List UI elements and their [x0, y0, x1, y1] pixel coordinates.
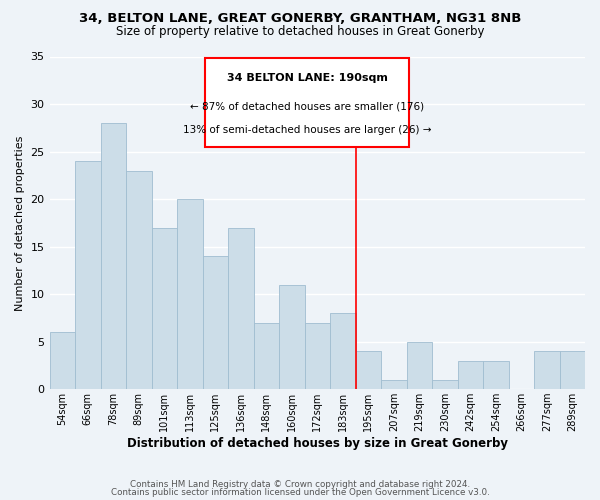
Bar: [279, 284, 305, 389]
Text: 34, BELTON LANE, GREAT GONERBY, GRANTHAM, NG31 8NB: 34, BELTON LANE, GREAT GONERBY, GRANTHAM…: [79, 12, 521, 26]
Bar: [101, 123, 126, 389]
Bar: [560, 351, 585, 389]
Bar: [75, 161, 101, 389]
Bar: [228, 228, 254, 389]
Text: 13% of semi-detached houses are larger (26) →: 13% of semi-detached houses are larger (…: [183, 125, 431, 135]
Bar: [381, 380, 407, 389]
Text: Size of property relative to detached houses in Great Gonerby: Size of property relative to detached ho…: [116, 25, 484, 38]
Text: Contains HM Land Registry data © Crown copyright and database right 2024.: Contains HM Land Registry data © Crown c…: [130, 480, 470, 489]
Bar: [483, 360, 509, 389]
Text: ← 87% of detached houses are smaller (176): ← 87% of detached houses are smaller (17…: [190, 101, 424, 111]
Y-axis label: Number of detached properties: Number of detached properties: [15, 135, 25, 310]
Bar: [50, 332, 75, 389]
Bar: [458, 360, 483, 389]
Bar: [305, 322, 330, 389]
FancyBboxPatch shape: [205, 58, 409, 147]
Bar: [407, 342, 432, 389]
Text: Contains public sector information licensed under the Open Government Licence v3: Contains public sector information licen…: [110, 488, 490, 497]
Bar: [432, 380, 458, 389]
Bar: [203, 256, 228, 389]
Bar: [126, 170, 152, 389]
Bar: [356, 351, 381, 389]
Bar: [177, 199, 203, 389]
Bar: [534, 351, 560, 389]
Text: 34 BELTON LANE: 190sqm: 34 BELTON LANE: 190sqm: [227, 72, 388, 83]
Bar: [330, 313, 356, 389]
Bar: [152, 228, 177, 389]
Bar: [254, 322, 279, 389]
X-axis label: Distribution of detached houses by size in Great Gonerby: Distribution of detached houses by size …: [127, 437, 508, 450]
